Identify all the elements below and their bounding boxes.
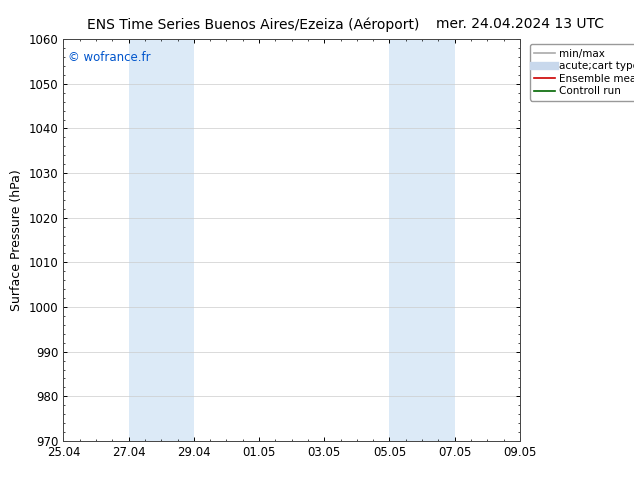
Bar: [129, 39, 194, 441]
Text: ENS Time Series Buenos Aires/Ezeiza (Aéroport): ENS Time Series Buenos Aires/Ezeiza (Aér…: [87, 17, 420, 32]
Bar: [389, 39, 455, 441]
Text: mer. 24.04.2024 13 UTC: mer. 24.04.2024 13 UTC: [436, 17, 604, 31]
Legend: min/max, acute;cart type, Ensemble mean run, Controll run: min/max, acute;cart type, Ensemble mean …: [529, 45, 634, 100]
Y-axis label: Surface Pressure (hPa): Surface Pressure (hPa): [10, 169, 23, 311]
Text: © wofrance.fr: © wofrance.fr: [68, 51, 151, 64]
